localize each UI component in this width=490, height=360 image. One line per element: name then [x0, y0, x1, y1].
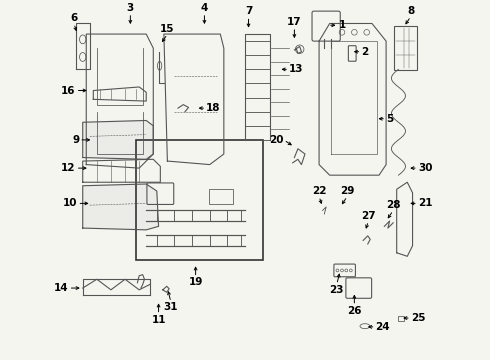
Text: 4: 4: [201, 3, 208, 13]
Text: 19: 19: [189, 278, 203, 288]
Text: 2: 2: [362, 47, 368, 57]
Text: 1: 1: [339, 20, 346, 30]
Text: 14: 14: [54, 283, 69, 293]
Text: 30: 30: [418, 163, 432, 173]
Text: 3: 3: [127, 3, 134, 13]
Text: 16: 16: [61, 86, 75, 95]
Polygon shape: [83, 121, 153, 159]
Text: 15: 15: [160, 24, 174, 34]
Text: 24: 24: [375, 322, 390, 332]
Text: 18: 18: [206, 103, 220, 113]
Text: 26: 26: [347, 306, 362, 316]
Text: 9: 9: [72, 135, 79, 145]
Text: 25: 25: [411, 313, 425, 323]
Text: 23: 23: [329, 284, 344, 294]
Text: 22: 22: [312, 186, 326, 196]
Text: 17: 17: [287, 17, 302, 27]
Bar: [136, 140, 263, 260]
Text: 31: 31: [164, 302, 178, 312]
Polygon shape: [83, 184, 159, 230]
Text: 12: 12: [61, 163, 75, 173]
Text: 13: 13: [289, 64, 304, 75]
Text: 20: 20: [270, 135, 284, 145]
Text: 28: 28: [386, 201, 400, 211]
Text: 27: 27: [361, 211, 376, 221]
Text: 6: 6: [70, 13, 77, 23]
Text: 7: 7: [245, 6, 252, 17]
Text: 10: 10: [63, 198, 77, 208]
Text: 21: 21: [418, 198, 432, 208]
Text: 11: 11: [151, 315, 166, 324]
Text: 29: 29: [340, 186, 354, 196]
Text: 5: 5: [386, 114, 393, 124]
Text: 8: 8: [407, 6, 415, 17]
